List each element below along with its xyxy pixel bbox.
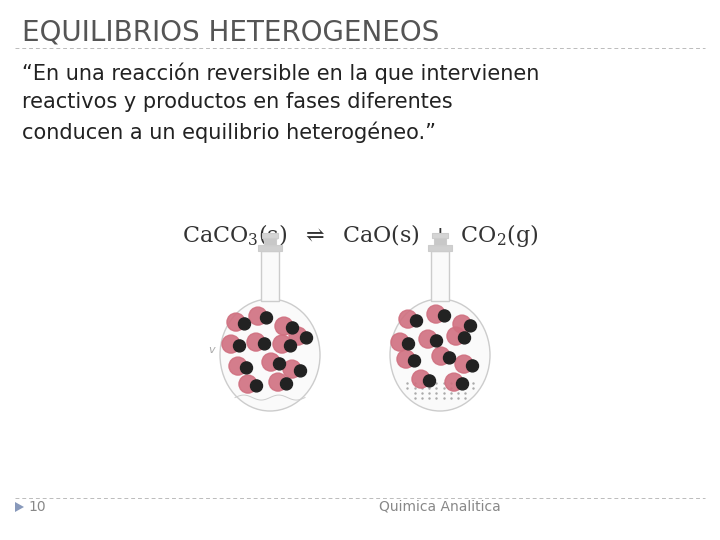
Bar	[431, 251, 449, 301]
Text: EQUILIBRIOS HETEROGENEOS: EQUILIBRIOS HETEROGENEOS	[22, 18, 439, 46]
Ellipse shape	[390, 299, 490, 411]
Bar	[434, 238, 446, 245]
Circle shape	[419, 330, 437, 348]
Circle shape	[294, 365, 307, 377]
Circle shape	[399, 310, 417, 328]
Circle shape	[262, 353, 280, 371]
Circle shape	[431, 335, 443, 347]
Bar	[432, 233, 448, 238]
Circle shape	[283, 360, 301, 378]
Circle shape	[467, 360, 479, 372]
Polygon shape	[15, 502, 24, 512]
Text: v: v	[209, 345, 215, 355]
Bar	[262, 233, 278, 238]
Circle shape	[269, 373, 287, 391]
Circle shape	[275, 317, 293, 335]
Circle shape	[459, 332, 470, 344]
Circle shape	[402, 338, 415, 350]
Circle shape	[412, 370, 430, 388]
Circle shape	[258, 338, 271, 350]
Circle shape	[410, 315, 423, 327]
Circle shape	[284, 340, 297, 352]
Text: “En una reacción reversible en la que intervienen
reactivos y productos en fases: “En una reacción reversible en la que in…	[22, 62, 539, 144]
Circle shape	[432, 347, 450, 365]
Circle shape	[423, 375, 436, 387]
Ellipse shape	[220, 299, 320, 411]
Circle shape	[289, 327, 307, 345]
Circle shape	[391, 333, 409, 351]
Circle shape	[239, 375, 257, 393]
Circle shape	[287, 322, 299, 334]
Circle shape	[233, 340, 246, 352]
Circle shape	[222, 335, 240, 353]
Circle shape	[227, 313, 245, 331]
Circle shape	[455, 355, 473, 373]
Circle shape	[445, 373, 463, 391]
Circle shape	[249, 307, 267, 325]
Circle shape	[444, 352, 456, 364]
Bar	[264, 238, 276, 245]
Circle shape	[238, 318, 251, 330]
Bar	[428, 245, 452, 251]
Text: Quimica Analitica: Quimica Analitica	[379, 500, 501, 514]
Text: $\mathrm{CaCO_3(s)\ \ \rightleftharpoons\ \ CaO(s)\ +\ CO_2(g)}$: $\mathrm{CaCO_3(s)\ \ \rightleftharpoons…	[181, 222, 539, 249]
Circle shape	[273, 335, 291, 353]
Circle shape	[456, 378, 469, 390]
Circle shape	[408, 355, 420, 367]
Circle shape	[274, 358, 286, 370]
Circle shape	[240, 362, 253, 374]
Circle shape	[281, 378, 292, 390]
Circle shape	[447, 327, 465, 345]
Circle shape	[247, 333, 265, 351]
Circle shape	[453, 315, 471, 333]
Bar	[261, 251, 279, 301]
Circle shape	[438, 310, 451, 322]
Bar	[258, 245, 282, 251]
Circle shape	[251, 380, 263, 392]
Circle shape	[229, 357, 247, 375]
Circle shape	[261, 312, 272, 324]
Circle shape	[300, 332, 312, 344]
Circle shape	[397, 350, 415, 368]
Text: 10: 10	[28, 500, 45, 514]
Circle shape	[464, 320, 477, 332]
Circle shape	[427, 305, 445, 323]
